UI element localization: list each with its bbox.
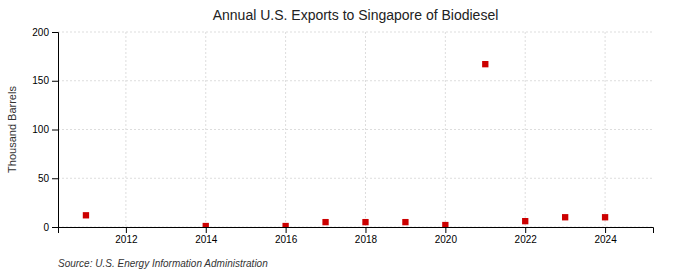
x-axis-tick-mark <box>445 227 446 233</box>
y-axis-title: Thousand Barrels <box>6 86 18 173</box>
x-axis-tick: 2012 <box>115 227 138 245</box>
point <box>322 219 328 225</box>
x-grid-line <box>365 32 366 227</box>
annotation: Source: U.S. Energy Information Administ… <box>58 258 268 269</box>
point <box>602 214 608 220</box>
y-axis-tick-mark <box>52 32 58 33</box>
point <box>442 222 448 227</box>
point <box>522 218 528 224</box>
x-axis-tick-label: 2022 <box>515 234 538 245</box>
point <box>282 223 288 227</box>
points <box>83 61 608 227</box>
x-axis-tick-label: 2018 <box>355 234 378 245</box>
x-axis-tick-mark <box>605 227 606 233</box>
point <box>203 223 209 227</box>
y-axis-tick-label: 200 <box>32 27 49 38</box>
x-axis-tick-label: 2024 <box>594 234 617 245</box>
x-axis-tick: 2020 <box>435 227 458 245</box>
y-axis-tick: 0 <box>43 222 58 233</box>
x-grid-line <box>205 32 206 227</box>
y-axis-tick: 50 <box>38 173 58 184</box>
y-axis-tick-mark <box>52 130 58 131</box>
y-grid-line <box>58 129 653 130</box>
point <box>482 61 488 67</box>
x-grid-line <box>285 32 286 227</box>
grid <box>58 32 653 227</box>
y-axis-tick: 150 <box>32 75 58 86</box>
y-axis-tick-label: 100 <box>32 124 49 135</box>
x-axis-tick: 2022 <box>515 227 538 245</box>
x-axis-tick-label: 2014 <box>195 234 218 245</box>
chart: 2012 2014 2016 2018 2020 2022 2024 0 50 100 150 200… <box>0 0 675 275</box>
x-axis-line <box>59 228 654 234</box>
y-axis-tick-mark <box>52 178 58 179</box>
title: Annual U.S. Exports to Singapore of Biod… <box>213 7 499 23</box>
x-axis-tick-mark <box>206 227 207 233</box>
y-grid-line <box>58 32 653 33</box>
y-grid-line <box>58 178 653 179</box>
x-grid-line <box>605 32 606 227</box>
x-grid-line <box>445 32 446 227</box>
y-axis-tick-mark <box>52 227 58 228</box>
y-grid-line <box>58 80 653 81</box>
x-axis-tick: 2024 <box>594 227 617 245</box>
y-axis-tick: 100 <box>32 124 58 135</box>
x-axis: 2012 2014 2016 2018 2020 2022 2024 <box>59 227 654 245</box>
y-axis-line <box>52 33 59 228</box>
point <box>402 219 408 225</box>
x-axis-tick-mark <box>365 227 366 233</box>
point <box>83 212 89 218</box>
x-axis-tick-mark <box>126 227 127 233</box>
x-axis-tick: 2018 <box>355 227 378 245</box>
y-axis: 0 50 100 150 200 <box>32 27 58 233</box>
x-axis-tick: 2016 <box>275 227 298 245</box>
y-axis-tick-label: 50 <box>38 173 50 184</box>
x-axis-tick-label: 2016 <box>275 234 298 245</box>
y-axis-tick: 200 <box>32 27 58 38</box>
x-axis-tick: 2014 <box>195 227 218 245</box>
y-axis-tick-label: 150 <box>32 75 49 86</box>
y-axis-tick-mark <box>52 81 58 82</box>
x-axis-tick-label: 2012 <box>115 234 138 245</box>
plot: 2012 2014 2016 2018 2020 2022 2024 0 50 100 150 200 <box>32 27 653 245</box>
x-grid-line <box>525 32 526 227</box>
x-axis-tick-label: 2020 <box>435 234 458 245</box>
x-axis-tick-mark <box>286 227 287 233</box>
x-grid-line <box>125 32 126 227</box>
point <box>562 214 568 220</box>
x-axis-tick-mark <box>525 227 526 233</box>
y-axis-tick-label: 0 <box>43 222 49 233</box>
point <box>362 219 368 225</box>
